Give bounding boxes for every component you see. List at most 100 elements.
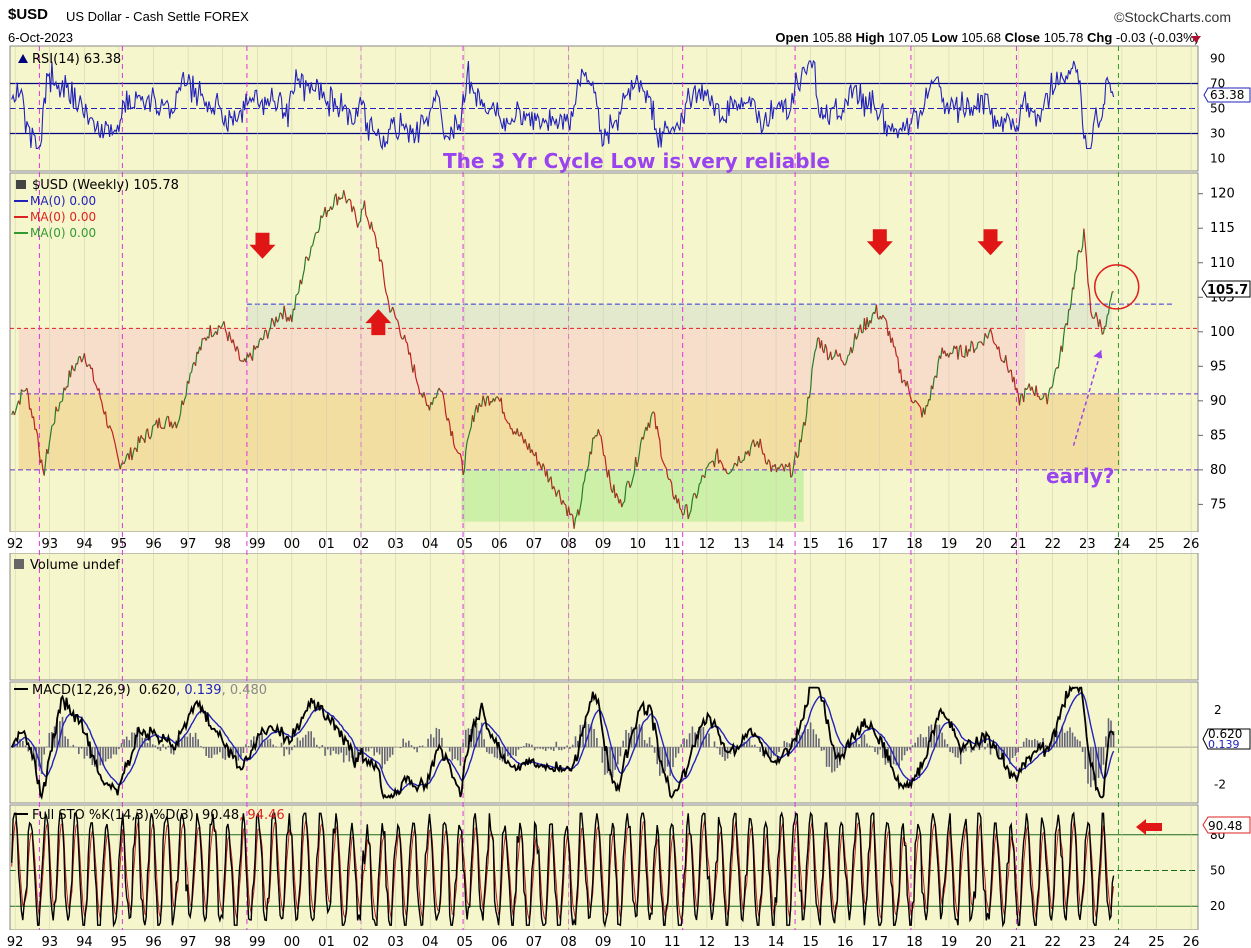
axis-labels: 92 92 93 93 94 94 95 95 96 96 97 97 98 98 99 99 00 00 01 01… — [7, 52, 1235, 948]
price-last-value-tag: 105.7 — [1201, 280, 1251, 298]
price-y-tick: 85 — [1210, 428, 1227, 443]
rsi-y-tick: 30 — [1210, 127, 1225, 141]
x-tick-label-top: 08 — [560, 537, 577, 552]
early-annotation: early? — [1046, 464, 1114, 488]
x-tick-label-bottom: 99 — [249, 935, 266, 948]
overhead-zone — [18, 328, 1026, 394]
x-tick-label-top: 92 — [7, 537, 24, 552]
volume-icon — [14, 559, 24, 569]
x-tick-label-top: 18 — [906, 537, 923, 552]
rsi-line — [11, 59, 1115, 151]
x-tick-label-bottom: 08 — [560, 935, 577, 948]
x-tick-label-top: 07 — [526, 537, 543, 552]
x-tick-label-bottom: 22 — [1044, 935, 1061, 948]
rsi-y-tick: 50 — [1210, 102, 1225, 116]
x-tick-label-top: 97 — [180, 537, 197, 552]
x-tick-label-top: 01 — [318, 537, 335, 552]
quote-date: 6-Oct-2023 — [8, 30, 74, 45]
x-tick-label-bottom: 00 — [284, 935, 301, 948]
sto-y-tick: 20 — [1210, 899, 1225, 913]
x-tick-label-bottom: 01 — [318, 935, 335, 948]
chg-label: Chg — [1087, 30, 1113, 45]
x-tick-label-bottom: 04 — [422, 935, 439, 948]
x-tick-label-top: 93 — [41, 537, 58, 552]
x-tick-label-top: 19 — [941, 537, 958, 552]
x-tick-label-bottom: 15 — [802, 935, 819, 948]
x-tick-label-top: 20 — [975, 537, 992, 552]
open-value: 105.88 — [812, 30, 853, 45]
rsi-y-tick: 70 — [1210, 77, 1225, 91]
macd-y-tick: 2 — [1214, 703, 1222, 717]
brand-logo[interactable]: ©StockCharts.com — [1114, 9, 1231, 25]
x-tick-label-bottom: 09 — [595, 935, 612, 948]
x-tick-label-top: 21 — [1010, 537, 1027, 552]
x-tick-label-top: 96 — [145, 537, 162, 552]
symbol-title: $USD — [8, 6, 49, 23]
close-value: 105.78 — [1043, 30, 1084, 45]
up-arrow-icon — [365, 309, 392, 336]
sto-k-value: 90.48 — [202, 808, 239, 823]
x-tick-label-bottom: 11 — [664, 935, 681, 948]
price-line-down — [12, 190, 1114, 529]
chart-annotations — [249, 229, 1162, 835]
x-tick-label-top: 94 — [76, 537, 93, 552]
x-tick-label-top: 05 — [457, 537, 474, 552]
x-tick-label-bottom: 07 — [526, 935, 543, 948]
x-tick-label-bottom: 10 — [629, 935, 646, 948]
close-label: Close — [1004, 30, 1040, 45]
x-tick-label-bottom: 16 — [837, 935, 854, 948]
rsi-indicator-icon — [18, 54, 28, 63]
x-tick-label-top: 23 — [1079, 537, 1096, 552]
x-tick-label-top: 22 — [1044, 537, 1061, 552]
x-tick-label-bottom: 98 — [214, 935, 231, 948]
price-y-tick: 95 — [1210, 359, 1227, 374]
x-tick-label-top: 24 — [1114, 537, 1131, 552]
sto-sep: , — [239, 808, 247, 823]
x-tick-label-top: 16 — [837, 537, 854, 552]
macd-hist-value: 0.480 — [230, 683, 267, 698]
sto-last-value: 90.48 — [1208, 819, 1242, 833]
x-tick-label-bottom: 25 — [1148, 935, 1165, 948]
x-tick-label-top: 06 — [491, 537, 508, 552]
resistance-zone — [246, 304, 1112, 329]
cycle-annotation: The 3 Yr Cycle Low is very reliable — [443, 149, 830, 173]
x-tick-label-bottom: 17 — [872, 935, 889, 948]
x-tick-label-bottom: 94 — [76, 935, 93, 948]
macd-label-prefix: MACD(12,26,9) — [32, 683, 131, 698]
x-tick-label-bottom: 92 — [7, 935, 24, 948]
x-tick-label-bottom: 21 — [1010, 935, 1027, 948]
x-tick-label-bottom: 14 — [768, 935, 785, 948]
macd-panel-label: MACD(12,26,9) 0.620, 0.139, 0.480 — [32, 683, 267, 698]
x-tick-label-top: 11 — [664, 537, 681, 552]
x-tick-label-top: 04 — [422, 537, 439, 552]
price-y-tick: 100 — [1210, 325, 1235, 340]
x-tick-label-top: 98 — [214, 537, 231, 552]
price-y-tick: 90 — [1210, 394, 1227, 409]
sto-k-line — [11, 811, 1115, 928]
price-series-icon — [16, 180, 26, 189]
early-pointer-line — [1072, 350, 1102, 446]
volume-panel-label: Volume undef — [30, 558, 120, 573]
x-tick-label-top: 13 — [733, 537, 750, 552]
price-y-tick: 110 — [1210, 256, 1235, 271]
ma-legend-1: MA(0) 0.00 — [30, 194, 96, 208]
ma-legend-3: MA(0) 0.00 — [30, 226, 96, 240]
sto-label-prefix: Full STO %K(14,3) %D(3) — [32, 808, 194, 823]
x-tick-label-bottom: 06 — [491, 935, 508, 948]
rsi-y-tick: 90 — [1210, 52, 1225, 66]
x-tick-label-top: 10 — [629, 537, 646, 552]
ma-legend-2: MA(0) 0.00 — [30, 210, 96, 224]
x-tick-label-top: 14 — [768, 537, 785, 552]
macd-signal-line — [11, 691, 1115, 793]
x-axis-strip-top — [0, 532, 1251, 553]
rsi-panel-label: RSI(14) 63.38 — [32, 52, 121, 67]
x-axis-strip-bottom — [0, 930, 1251, 948]
low-label: Low — [931, 30, 958, 45]
sto-d-line — [11, 819, 1115, 923]
high-value: 107.05 — [888, 30, 928, 45]
x-tick-label-bottom: 23 — [1079, 935, 1096, 948]
price-panel-label: $USD (Weekly) 105.78 — [32, 178, 179, 193]
x-tick-label-bottom: 96 — [145, 935, 162, 948]
macd-sep-2: , — [222, 683, 230, 698]
